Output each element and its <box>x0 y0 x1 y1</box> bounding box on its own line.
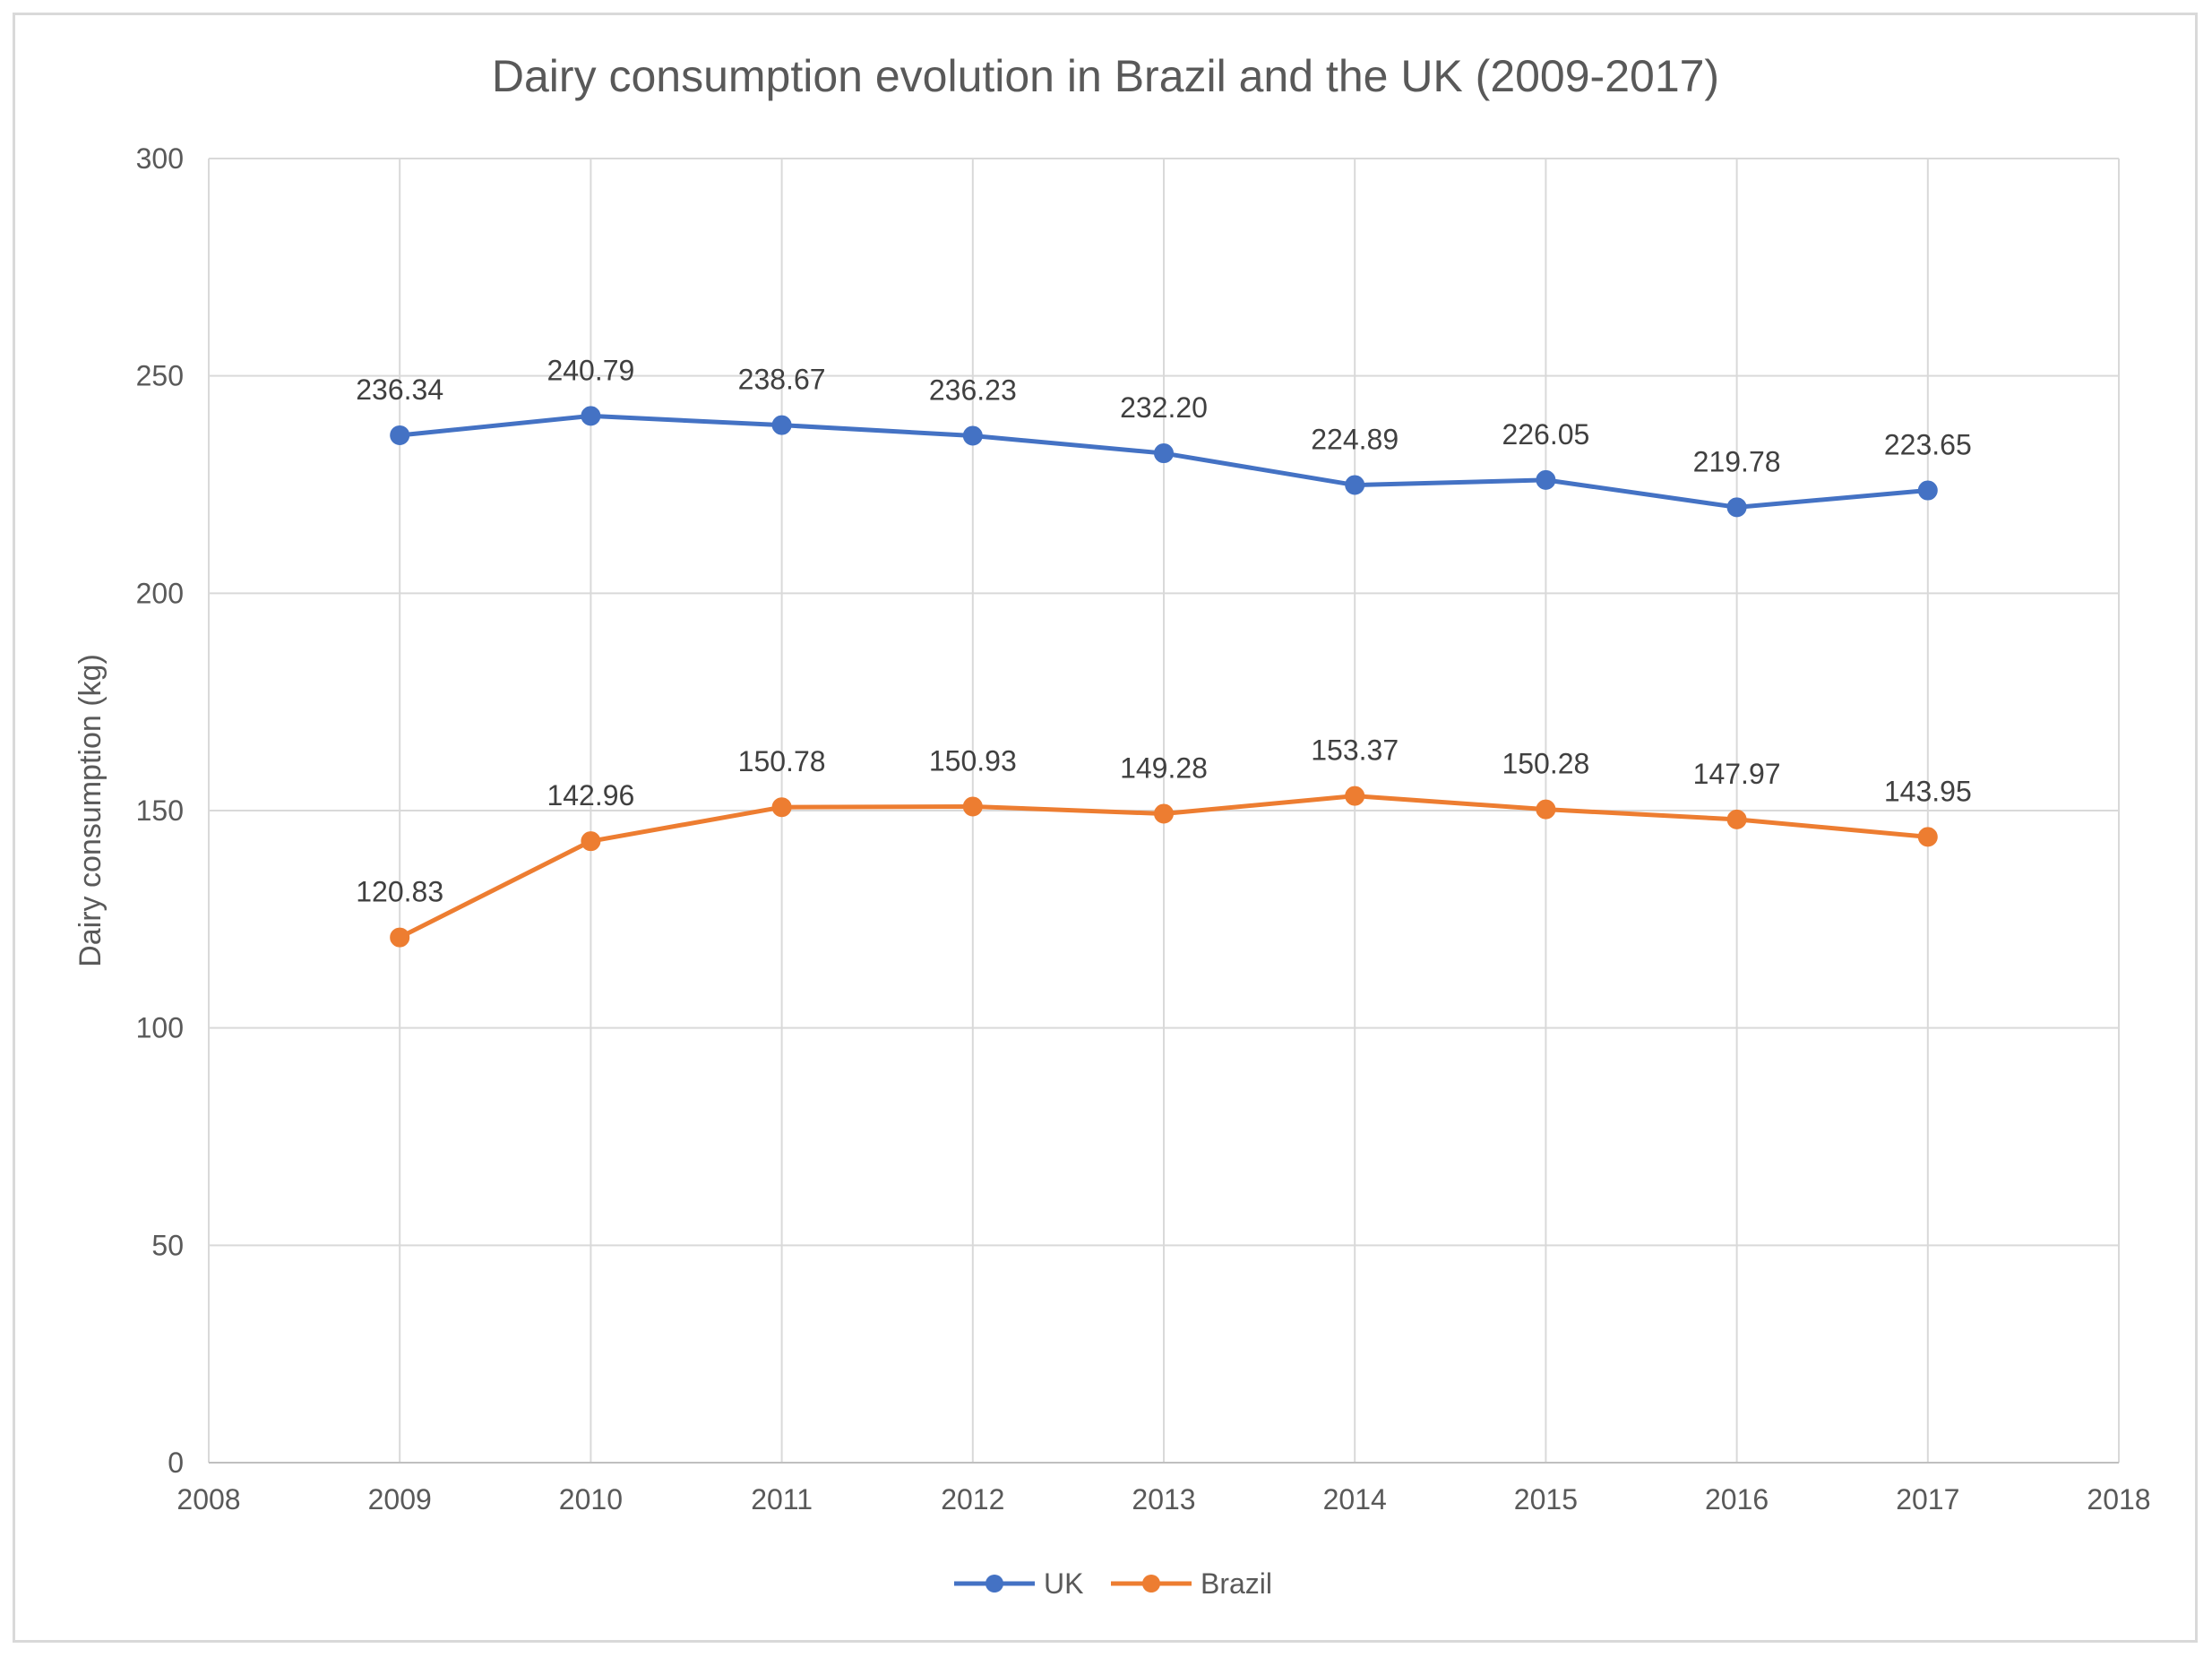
chart-title: Dairy consumption evolution in Brazil an… <box>492 51 1719 101</box>
data-label: 224.89 <box>1311 424 1399 456</box>
data-point[interactable] <box>1726 497 1747 518</box>
legend-marker <box>986 1575 1003 1593</box>
data-label: 120.83 <box>356 876 443 908</box>
y-tick-label: 250 <box>136 360 184 392</box>
legend: UK Brazil <box>954 1567 1272 1600</box>
data-label: 143.95 <box>1884 775 1972 807</box>
legend-label: Brazil <box>1201 1567 1272 1600</box>
data-label: 238.67 <box>738 364 826 396</box>
data-label: 153.37 <box>1311 734 1399 767</box>
data-label: 240.79 <box>547 354 634 386</box>
data-point[interactable] <box>1726 809 1747 829</box>
data-label: 147.97 <box>1693 758 1781 790</box>
x-tick-label: 2008 <box>176 1483 240 1515</box>
data-label: 149.28 <box>1120 751 1208 784</box>
data-label: 232.20 <box>1120 391 1208 424</box>
legend-marker <box>1142 1575 1160 1593</box>
x-tick-label: 2014 <box>1323 1483 1387 1515</box>
x-axis-ticks: 2008 2009 2010 2011 2012 2013 2014 2015 2016 2017… <box>176 1483 2150 1515</box>
data-label: 150.78 <box>738 745 826 777</box>
data-point[interactable] <box>962 425 983 446</box>
y-tick-label: 0 <box>168 1447 184 1479</box>
data-label: 150.28 <box>1502 748 1589 780</box>
legend-item-uk[interactable]: UK <box>954 1567 1083 1600</box>
series-brazil: 120.83 142.96 150.78 150.93 149.28 153.37 150.… <box>356 734 1972 948</box>
legend-item-brazil[interactable]: Brazil <box>1111 1567 1272 1600</box>
series-uk: 236.34 240.79 238.67 236.23 232.20 224.89 226.… <box>356 354 1972 518</box>
data-label: 236.34 <box>356 373 443 406</box>
series-layer: 236.34 240.79 238.67 236.23 232.20 224.89 226.… <box>356 354 1972 948</box>
data-point[interactable] <box>581 831 601 852</box>
data-label: 226.05 <box>1502 418 1589 451</box>
y-tick-label: 200 <box>136 577 184 609</box>
data-point[interactable] <box>1345 475 1365 495</box>
x-tick-label: 2012 <box>941 1483 1004 1515</box>
y-tick-label: 50 <box>151 1229 184 1261</box>
x-tick-label: 2013 <box>1132 1483 1195 1515</box>
y-axis-label: Dairy consumption (kg) <box>73 654 108 967</box>
data-point[interactable] <box>581 406 601 426</box>
data-point[interactable] <box>1917 480 1938 501</box>
data-point[interactable] <box>771 415 792 435</box>
data-point[interactable] <box>1536 469 1556 490</box>
data-point[interactable] <box>1345 786 1365 806</box>
y-tick-label: 300 <box>136 142 184 175</box>
data-point[interactable] <box>390 927 410 948</box>
data-label: 142.96 <box>547 779 634 811</box>
data-point[interactable] <box>1154 443 1174 464</box>
y-tick-label: 150 <box>136 794 184 827</box>
x-tick-label: 2015 <box>1514 1483 1578 1515</box>
data-point[interactable] <box>771 797 792 818</box>
x-tick-label: 2018 <box>2087 1483 2150 1515</box>
data-point[interactable] <box>962 796 983 817</box>
x-tick-label: 2016 <box>1705 1483 1769 1515</box>
legend-label: UK <box>1044 1567 1083 1600</box>
x-tick-label: 2011 <box>751 1483 813 1515</box>
data-point[interactable] <box>1917 827 1938 847</box>
data-point[interactable] <box>1536 799 1556 820</box>
data-label: 236.23 <box>929 373 1017 406</box>
y-axis-ticks: 0 50 100 150 200 250 300 <box>136 142 184 1479</box>
data-point[interactable] <box>390 425 410 445</box>
x-tick-label: 2010 <box>559 1483 623 1515</box>
data-label: 223.65 <box>1884 429 1972 461</box>
y-tick-label: 100 <box>136 1012 184 1044</box>
x-tick-label: 2017 <box>1896 1483 1959 1515</box>
data-point[interactable] <box>1154 803 1174 824</box>
x-tick-label: 2009 <box>368 1483 432 1515</box>
data-label: 150.93 <box>929 744 1017 777</box>
data-label: 219.78 <box>1693 445 1781 477</box>
